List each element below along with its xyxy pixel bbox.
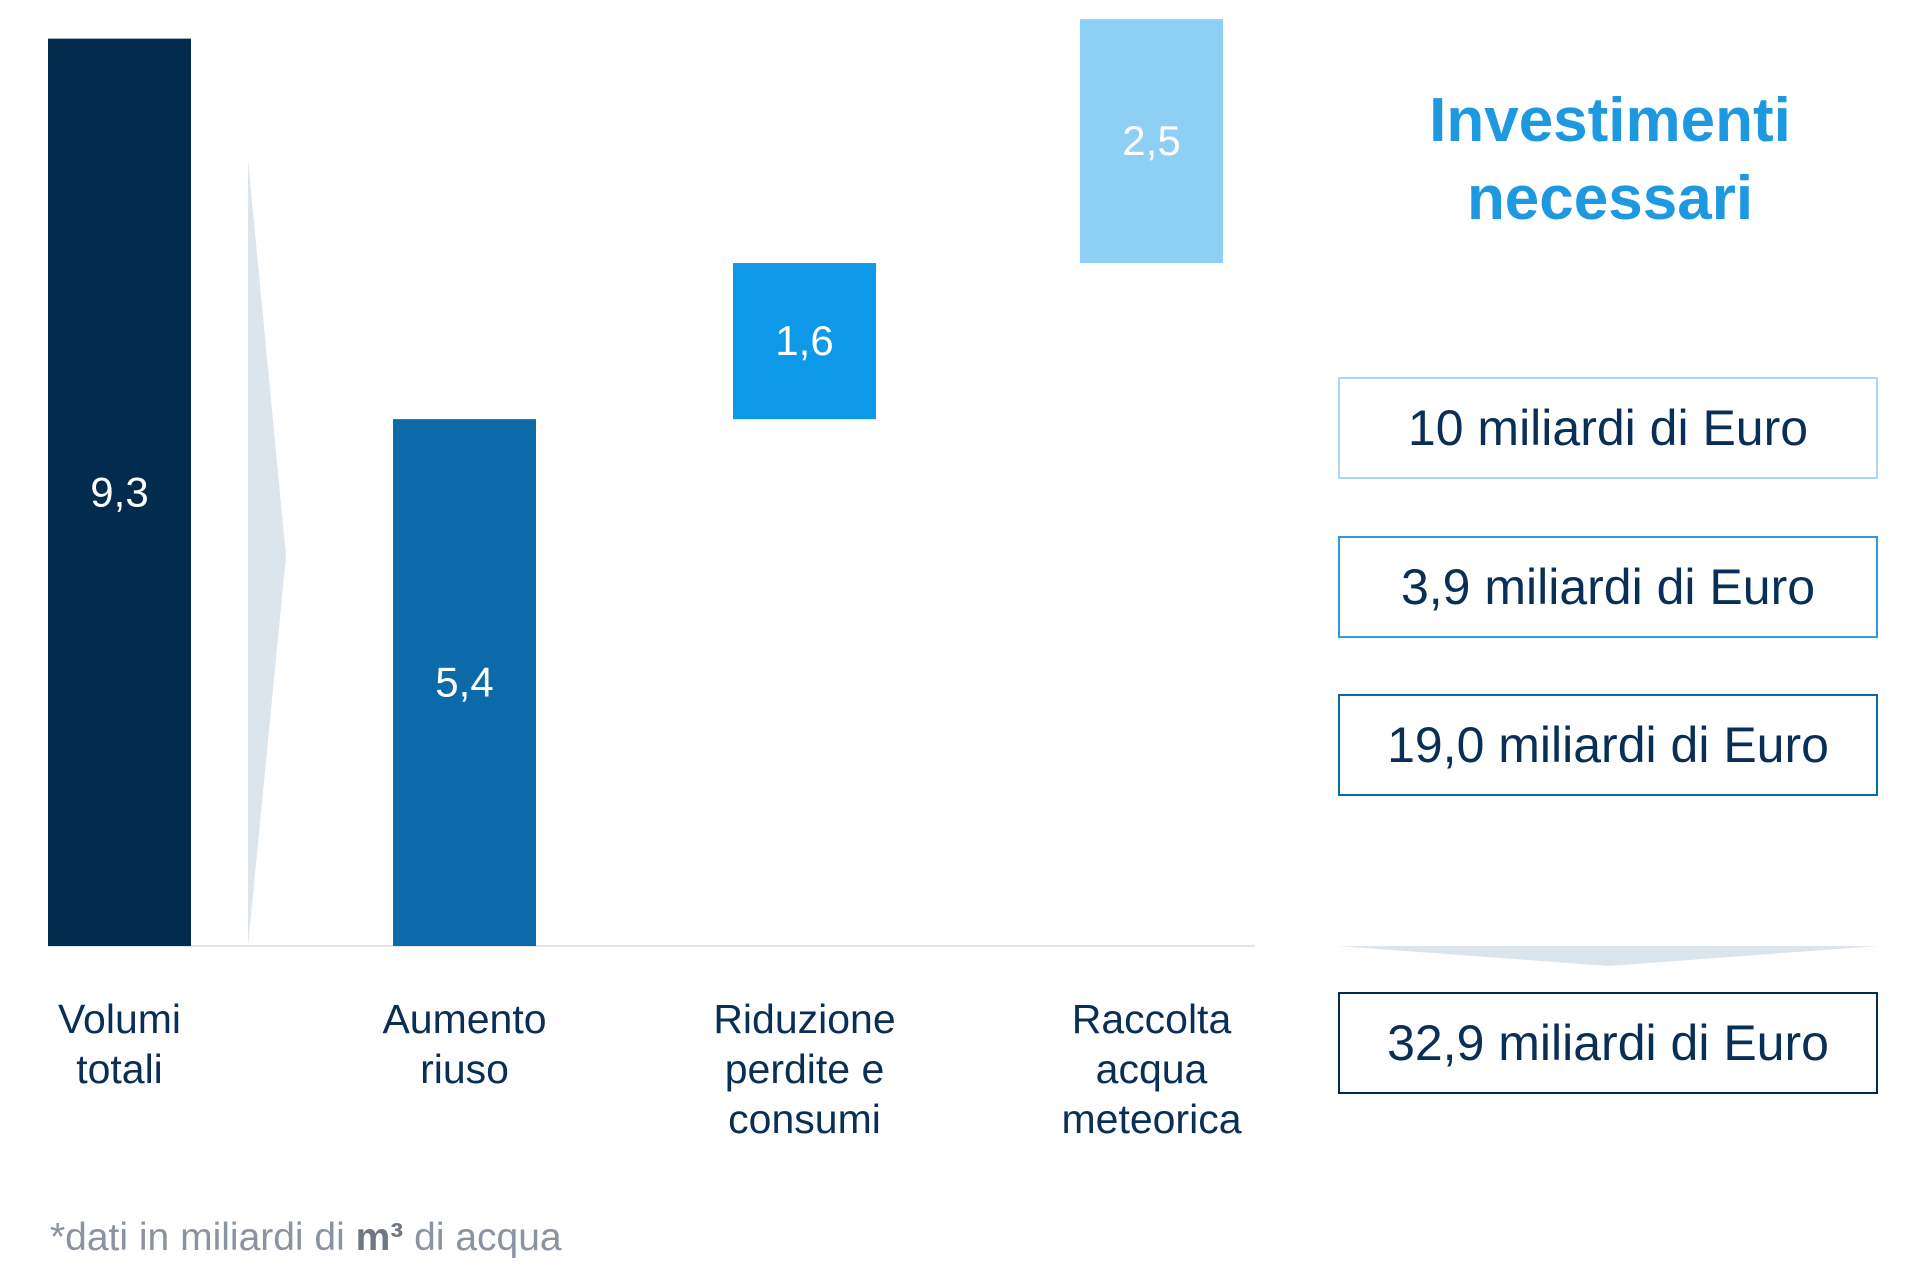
total-arrow xyxy=(1338,946,1878,966)
category-label: Raccolta acqua meteorica xyxy=(1061,996,1242,1142)
footnote-unit: m³ xyxy=(355,1216,404,1259)
investment-box-reuse: 10 miliardi di Euro xyxy=(1338,377,1878,479)
bar-value-label: 1,6 xyxy=(775,317,833,364)
category-label: Riduzione perdite e consumi xyxy=(713,996,896,1142)
investments-title: Investimenti necessari xyxy=(1429,86,1791,233)
category-label: Aumento riuso xyxy=(382,996,547,1092)
bar-4 xyxy=(1080,19,1223,264)
category-label: Volumi totali xyxy=(57,996,182,1092)
bar-value-label: 5,4 xyxy=(435,659,493,706)
investment-total-label: 32,9 miliardi di Euro xyxy=(1387,1015,1829,1071)
investment-label: 3,9 miliardi di Euro xyxy=(1400,559,1816,615)
investment-label: 19,0 miliardi di Euro xyxy=(1387,717,1829,773)
investment-box-total: 32,9 miliardi di Euro xyxy=(1338,992,1878,1094)
bar-value-label: 2,5 xyxy=(1122,117,1180,164)
bar-3 xyxy=(733,263,876,420)
investment-label: 10 miliardi di Euro xyxy=(1407,400,1809,456)
bar-1 xyxy=(48,38,191,946)
footnote-prefix: *dati in miliardi di xyxy=(50,1216,356,1259)
flow-arrow xyxy=(248,160,286,946)
footnote-suffix: di acqua xyxy=(403,1216,562,1259)
bar-2 xyxy=(393,419,536,947)
footnote: *dati in miliardi di m³ di acqua xyxy=(50,1216,562,1260)
bars-group: 9,3 5,4 1,6 2,5 xyxy=(48,19,1223,947)
bar-value-label: 9,3 xyxy=(90,468,148,515)
investment-box-losses: 3,9 miliardi di Euro xyxy=(1338,536,1878,638)
investment-box-rainwater: 19,0 miliardi di Euro xyxy=(1338,694,1878,796)
